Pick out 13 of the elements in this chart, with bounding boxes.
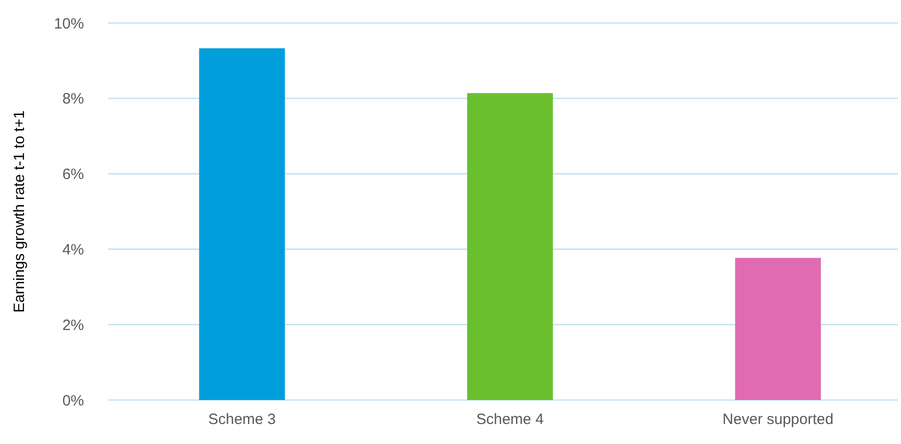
- y-tick-label: 4%: [62, 241, 84, 258]
- x-tick-label: Scheme 3: [208, 411, 276, 428]
- y-tick-label: 2%: [62, 316, 84, 334]
- bar: [199, 48, 285, 400]
- x-tick-label: Never supported: [722, 411, 834, 428]
- y-tick-label: 6%: [62, 166, 84, 184]
- y-axis-title: Earnings growth rate t-1 to t+1: [11, 110, 28, 313]
- bar: [735, 258, 821, 400]
- x-tick-label: Scheme 4: [476, 411, 544, 428]
- y-tick-label: 8%: [62, 90, 84, 108]
- y-tick-label: 10%: [54, 15, 84, 32]
- y-tick-label: 0%: [62, 392, 84, 410]
- bar: [467, 93, 553, 400]
